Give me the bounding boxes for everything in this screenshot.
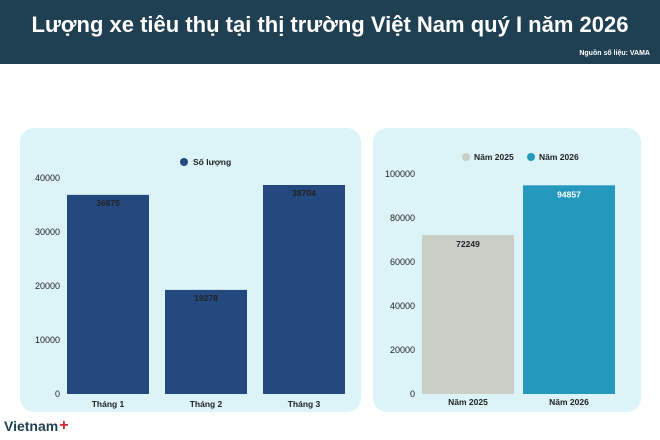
legend: Năm 2025 Năm 2026 [462, 152, 579, 162]
y-tick-label: 40000 [35, 173, 60, 183]
legend-label: Năm 2025 [474, 152, 514, 162]
yearly-sales-chart: Năm 2025 Năm 2026 0 20000 40000 60000 80000 100… [385, 152, 615, 407]
legend: Số lượng [180, 157, 231, 167]
vietnamplus-logo: Vietnam + [4, 417, 69, 435]
y-tick-label: 40000 [390, 301, 415, 311]
data-label: 72249 [456, 239, 480, 249]
legend-marker [462, 153, 470, 161]
data-label: 19278 [194, 293, 218, 303]
x-tick-label: Tháng 1 [92, 399, 125, 409]
y-tick-label: 100000 [385, 169, 415, 179]
x-tick-label: Tháng 3 [288, 399, 321, 409]
monthly-sales-chart: Số lượng 0 10000 20000 30000 40000 36875 Tháng … [35, 157, 345, 409]
header-banner: Lượng xe tiêu thụ tại thị trường Việt Na… [0, 0, 660, 64]
yearly-chart-panel: Năm 2025 Năm 2026 0 20000 40000 60000 80000 100… [373, 128, 641, 412]
y-tick-label: 0 [55, 389, 60, 399]
y-tick-label: 10000 [35, 335, 60, 345]
logo-text: Vietnam [4, 418, 59, 434]
y-tick-label: 20000 [390, 345, 415, 355]
x-tick-label: Năm 2026 [549, 397, 589, 407]
logo-plus-icon: + [59, 417, 69, 434]
y-tick-label: 30000 [35, 227, 60, 237]
x-tick-label: Năm 2025 [448, 397, 488, 407]
legend-marker [180, 158, 188, 166]
bar [67, 194, 149, 394]
y-tick-label: 20000 [35, 281, 60, 291]
legend-label: Số lượng [193, 157, 231, 167]
x-tick-label: Tháng 2 [190, 399, 223, 409]
bar [523, 185, 615, 394]
source-note: Nguồn số liệu: VAMA [579, 50, 650, 57]
bar [422, 235, 514, 394]
y-tick-label: 0 [410, 389, 415, 399]
legend-label: Năm 2026 [539, 152, 579, 162]
legend-marker [527, 153, 535, 161]
page-title: Lượng xe tiêu thụ tại thị trường Việt Na… [31, 12, 629, 37]
bar [165, 289, 247, 394]
data-label: 38704 [292, 188, 316, 198]
y-tick-label: 60000 [390, 257, 415, 267]
monthly-chart-panel: Số lượng 0 10000 20000 30000 40000 36875 Tháng … [20, 128, 361, 412]
bar [263, 184, 345, 394]
y-tick-label: 80000 [390, 213, 415, 223]
data-label: 94857 [557, 189, 581, 199]
data-label: 36875 [96, 198, 120, 208]
